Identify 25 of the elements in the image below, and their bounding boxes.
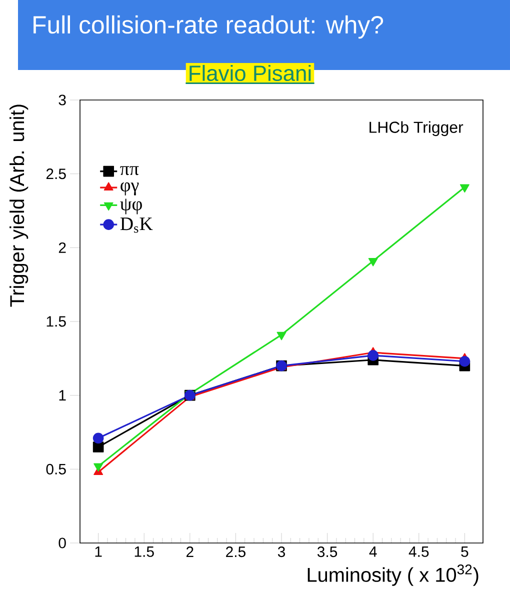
- y-tick-label: 1.5: [46, 316, 66, 327]
- chart-subtitle: Flavio Pisani: [190, 64, 311, 82]
- x-tick-label: 3.5: [317, 546, 338, 558]
- x-tick-label: 3: [278, 546, 285, 558]
- annotation: LHCb Trigger: [370, 121, 464, 136]
- y-tick-label: 2: [58, 242, 66, 253]
- x-tick-label: 1.5: [134, 546, 154, 557]
- x-axis-title: Luminosity ( x 10$^{32}$): [308, 564, 478, 586]
- x-tick-label: 2.5: [226, 546, 246, 558]
- y-tick-label: 2.5: [46, 168, 66, 180]
- legend-label: ψφ: [120, 198, 142, 214]
- y-tick-label: 1: [59, 390, 66, 400]
- legend-label: φγ: [120, 182, 139, 196]
- x-tick-label: 4: [369, 546, 377, 557]
- x-tick-label: 2: [186, 546, 194, 557]
- x-tick-label: 4.5: [408, 546, 429, 557]
- x-tick-label: 1: [95, 546, 102, 557]
- legend-label: ππ: [120, 166, 139, 176]
- x-tick-label: 5: [461, 546, 468, 557]
- y-tick-label: 3: [58, 94, 66, 106]
- y-axis-title: Trigger yield (Arb. unit): [10, 104, 28, 307]
- chart-title: Full collision-rate readout: why?: [34, 15, 384, 39]
- y-tick-label: 0: [58, 538, 66, 548]
- legend-label: D$_{s}$K: [120, 218, 153, 233]
- y-tick-label: 0.5: [46, 464, 66, 474]
